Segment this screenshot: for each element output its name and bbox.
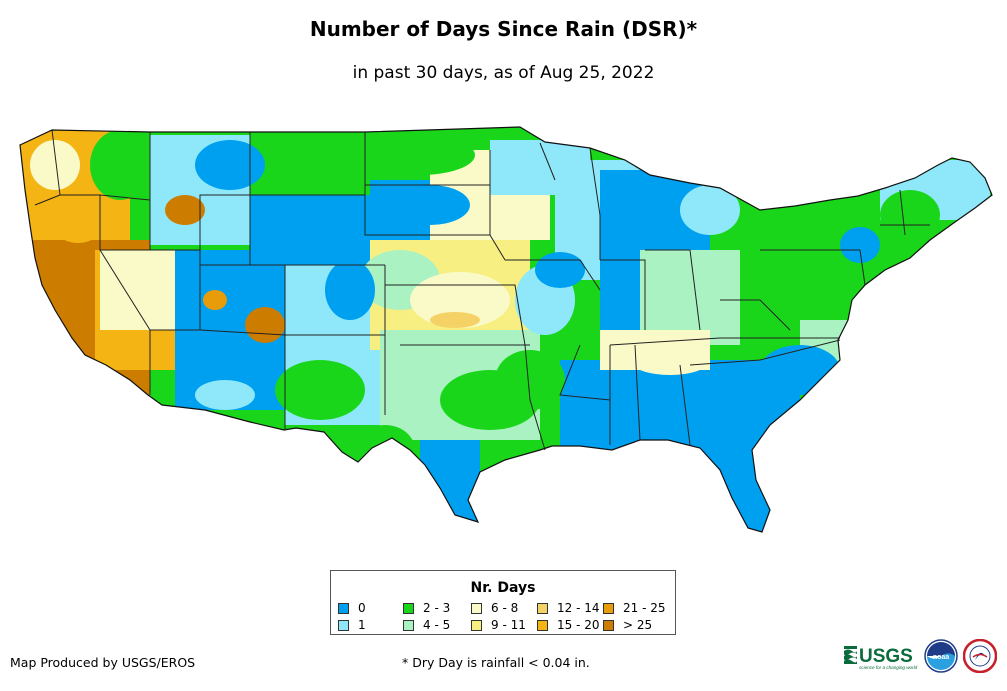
legend-swatch bbox=[537, 603, 548, 614]
legend-swatch bbox=[603, 620, 614, 631]
legend-item-over-25: > 25 bbox=[603, 619, 652, 632]
legend-title: Nr. Days bbox=[470, 580, 536, 596]
us-dsr-map bbox=[19, 126, 993, 533]
legend-swatch bbox=[338, 603, 349, 614]
svg-text:USGS: USGS bbox=[859, 646, 913, 667]
producer-credit: Map Produced by USGS/EROS bbox=[10, 655, 196, 670]
map-legend: Nr. Days 0 1 2 - 3 4 - 5 6 - 8 9 - 11 12… bbox=[330, 570, 676, 635]
legend-swatch bbox=[338, 620, 349, 631]
legend-swatch bbox=[537, 620, 548, 631]
legend-swatch bbox=[471, 620, 482, 631]
legend-item-6-8: 6 - 8 bbox=[471, 602, 518, 615]
map-subtitle: in past 30 days, as of Aug 25, 2022 bbox=[352, 63, 655, 83]
svg-text:science for a changing world: science for a changing world bbox=[859, 665, 918, 670]
legend-item-2-3: 2 - 3 bbox=[403, 602, 450, 615]
legend-swatch bbox=[403, 620, 414, 631]
state-boundaries bbox=[34, 129, 930, 451]
map-title: Number of Days Since Rain (DSR)* bbox=[309, 17, 698, 41]
legend-item-4-5: 4 - 5 bbox=[403, 619, 450, 632]
nws-logo bbox=[963, 639, 997, 673]
legend-item-1: 1 bbox=[338, 619, 366, 632]
usgs-wave-icon bbox=[844, 646, 857, 664]
legend-item-21-25: 21 - 25 bbox=[603, 602, 666, 615]
legend-swatch bbox=[603, 603, 614, 614]
legend-item-15-20: 15 - 20 bbox=[537, 619, 600, 632]
legend-swatch bbox=[471, 603, 482, 614]
usgs-logo: USGS science for a changing world bbox=[844, 646, 918, 670]
dry-day-footnote: * Dry Day is rainfall < 0.04 in. bbox=[402, 655, 590, 670]
noaa-logo: noaa bbox=[924, 639, 958, 673]
svg-text:noaa: noaa bbox=[933, 654, 949, 661]
legend-swatch bbox=[403, 603, 414, 614]
legend-item-12-14: 12 - 14 bbox=[537, 602, 600, 615]
legend-item-0: 0 bbox=[338, 602, 366, 615]
legend-item-9-11: 9 - 11 bbox=[471, 619, 526, 632]
